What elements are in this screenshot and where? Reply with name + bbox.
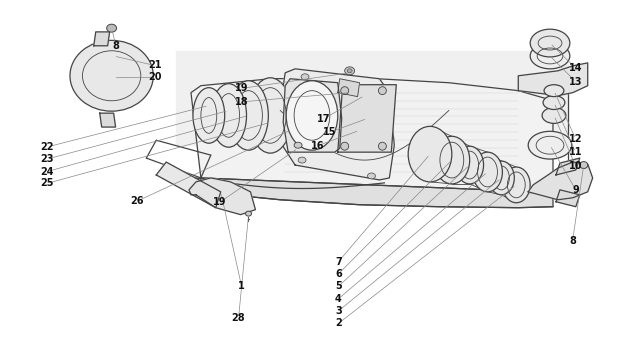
Ellipse shape bbox=[408, 126, 452, 182]
Ellipse shape bbox=[502, 167, 530, 203]
Text: 8: 8 bbox=[569, 236, 576, 246]
Ellipse shape bbox=[294, 142, 302, 148]
Ellipse shape bbox=[528, 131, 572, 159]
Text: 20: 20 bbox=[148, 72, 161, 82]
Text: 9: 9 bbox=[572, 185, 579, 194]
Text: 2: 2 bbox=[335, 319, 342, 328]
Text: 13: 13 bbox=[569, 76, 582, 87]
Text: 16: 16 bbox=[311, 141, 324, 151]
Ellipse shape bbox=[378, 87, 386, 95]
Text: 7: 7 bbox=[335, 257, 342, 267]
Text: 4: 4 bbox=[335, 294, 342, 304]
Ellipse shape bbox=[211, 84, 247, 147]
Ellipse shape bbox=[378, 142, 386, 150]
Ellipse shape bbox=[245, 211, 252, 216]
Polygon shape bbox=[556, 158, 580, 175]
Ellipse shape bbox=[371, 128, 378, 133]
Polygon shape bbox=[156, 162, 221, 208]
Text: 15: 15 bbox=[323, 127, 337, 137]
Text: 12: 12 bbox=[569, 134, 582, 144]
Text: 10: 10 bbox=[569, 161, 582, 171]
Ellipse shape bbox=[473, 152, 502, 192]
Text: 8: 8 bbox=[112, 41, 119, 51]
Text: 6: 6 bbox=[335, 269, 342, 279]
Ellipse shape bbox=[301, 74, 309, 80]
Polygon shape bbox=[201, 178, 553, 208]
Polygon shape bbox=[94, 32, 109, 46]
Ellipse shape bbox=[298, 157, 306, 163]
Ellipse shape bbox=[368, 173, 376, 179]
Polygon shape bbox=[528, 162, 593, 200]
Text: 14: 14 bbox=[569, 63, 582, 73]
Text: 19: 19 bbox=[235, 83, 248, 94]
Text: 19: 19 bbox=[213, 197, 227, 207]
Polygon shape bbox=[519, 63, 588, 96]
Text: 3: 3 bbox=[335, 306, 342, 316]
Polygon shape bbox=[556, 190, 580, 207]
Ellipse shape bbox=[286, 81, 338, 150]
Ellipse shape bbox=[70, 40, 153, 111]
Text: 18: 18 bbox=[235, 97, 248, 107]
Ellipse shape bbox=[248, 78, 292, 153]
Text: 28: 28 bbox=[232, 313, 245, 323]
Polygon shape bbox=[338, 85, 396, 152]
Text: 21: 21 bbox=[148, 61, 161, 70]
Ellipse shape bbox=[544, 85, 564, 97]
Polygon shape bbox=[189, 178, 255, 215]
Ellipse shape bbox=[488, 161, 514, 195]
Ellipse shape bbox=[193, 88, 225, 143]
Ellipse shape bbox=[434, 136, 470, 184]
Ellipse shape bbox=[341, 87, 349, 95]
Ellipse shape bbox=[229, 81, 268, 150]
Text: 17: 17 bbox=[317, 114, 331, 124]
Ellipse shape bbox=[580, 162, 588, 169]
Ellipse shape bbox=[298, 117, 306, 123]
Ellipse shape bbox=[107, 24, 117, 32]
Polygon shape bbox=[176, 51, 568, 145]
Text: 23: 23 bbox=[40, 154, 53, 164]
Ellipse shape bbox=[345, 67, 355, 75]
Polygon shape bbox=[338, 79, 360, 97]
Polygon shape bbox=[191, 78, 553, 192]
Ellipse shape bbox=[347, 69, 352, 73]
Polygon shape bbox=[99, 113, 116, 127]
Ellipse shape bbox=[341, 142, 349, 150]
Ellipse shape bbox=[543, 96, 565, 109]
Text: 25: 25 bbox=[40, 178, 53, 188]
Ellipse shape bbox=[530, 29, 570, 57]
Ellipse shape bbox=[456, 146, 483, 184]
Ellipse shape bbox=[530, 43, 570, 69]
Text: 22: 22 bbox=[40, 142, 53, 152]
Text: 5: 5 bbox=[335, 281, 342, 291]
Polygon shape bbox=[283, 79, 342, 152]
Text: 11: 11 bbox=[569, 148, 582, 157]
Text: 26: 26 bbox=[130, 196, 144, 206]
Polygon shape bbox=[280, 69, 394, 180]
Ellipse shape bbox=[381, 88, 388, 94]
Text: 1: 1 bbox=[238, 281, 245, 291]
Ellipse shape bbox=[542, 107, 566, 123]
Text: 24: 24 bbox=[40, 167, 53, 177]
